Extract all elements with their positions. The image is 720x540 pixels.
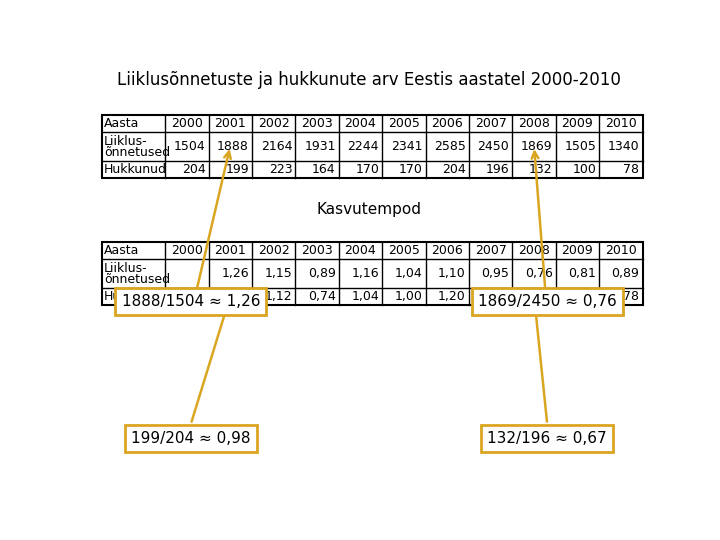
Bar [513, 288, 556, 305]
Text: 132/196 ≈ 0,67: 132/196 ≈ 0,67 [487, 431, 607, 445]
Text: 1869: 1869 [521, 140, 553, 153]
Text: 0,81: 0,81 [568, 267, 596, 280]
Text: 2341: 2341 [391, 140, 423, 153]
Text: 2003: 2003 [301, 244, 333, 257]
Text: 0,74: 0,74 [308, 289, 336, 302]
Text: 1,16: 1,16 [351, 267, 379, 280]
Text: 1888: 1888 [217, 140, 249, 153]
Text: 2007: 2007 [474, 244, 507, 257]
Bar [165, 132, 209, 160]
Bar [513, 259, 556, 288]
Text: Hukkunud: Hukkunud [104, 163, 167, 176]
Text: 199/204 ≈ 0,98: 199/204 ≈ 0,98 [131, 431, 251, 445]
Bar [209, 160, 252, 178]
Text: 1931: 1931 [304, 140, 336, 153]
Text: 0,76: 0,76 [568, 289, 596, 302]
Text: 0,89: 0,89 [611, 267, 639, 280]
Text: 2001: 2001 [215, 117, 246, 130]
Text: 2000: 2000 [171, 117, 203, 130]
Bar [102, 242, 642, 305]
Text: Liiklus-: Liiklus- [104, 134, 148, 147]
Text: 132: 132 [529, 163, 553, 176]
Text: 196: 196 [486, 163, 509, 176]
Text: 2001: 2001 [215, 244, 246, 257]
Text: 0,96: 0,96 [482, 289, 509, 302]
Text: 2005: 2005 [388, 117, 420, 130]
Text: 1,04: 1,04 [351, 289, 379, 302]
Text: õnnetused: õnnetused [104, 146, 170, 159]
Text: 1,04: 1,04 [395, 267, 423, 280]
Text: 1,20: 1,20 [438, 289, 466, 302]
Text: 2585: 2585 [434, 140, 466, 153]
Text: 0,78: 0,78 [611, 289, 639, 302]
Text: 2000: 2000 [171, 244, 203, 257]
Text: 170: 170 [399, 163, 423, 176]
Text: 204: 204 [442, 163, 466, 176]
Text: 2009: 2009 [562, 244, 593, 257]
Text: 2009: 2009 [562, 117, 593, 130]
Text: 2010: 2010 [605, 244, 636, 257]
Text: 199: 199 [225, 163, 249, 176]
Text: Liiklus-: Liiklus- [104, 261, 148, 274]
Text: 2005: 2005 [388, 244, 420, 257]
Text: 1,12: 1,12 [265, 289, 292, 302]
Text: 2010: 2010 [605, 117, 636, 130]
Text: Aasta: Aasta [104, 117, 140, 130]
Text: 2003: 2003 [301, 117, 333, 130]
Text: 2004: 2004 [345, 117, 377, 130]
Text: Aasta: Aasta [104, 244, 140, 257]
Text: 2006: 2006 [431, 244, 463, 257]
Text: 1,26: 1,26 [221, 267, 249, 280]
Bar [469, 132, 513, 160]
Bar [469, 160, 513, 178]
Text: 2007: 2007 [474, 117, 507, 130]
Text: õnnetused: õnnetused [104, 273, 170, 286]
Text: 0,67: 0,67 [525, 289, 553, 302]
Text: 1,15: 1,15 [264, 267, 292, 280]
Text: 170: 170 [355, 163, 379, 176]
Text: 2008: 2008 [518, 117, 550, 130]
Bar [209, 132, 252, 160]
Text: 2244: 2244 [348, 140, 379, 153]
Bar [513, 132, 556, 160]
Text: 2008: 2008 [518, 244, 550, 257]
Bar [102, 115, 642, 178]
Text: Hukkunud: Hukkunud [104, 289, 167, 302]
Text: 1869/2450 ≈ 0,76: 1869/2450 ≈ 0,76 [478, 294, 616, 309]
Text: 2164: 2164 [261, 140, 292, 153]
Text: 100: 100 [572, 163, 596, 176]
Text: 223: 223 [269, 163, 292, 176]
Text: 0,95: 0,95 [482, 267, 509, 280]
Text: 2006: 2006 [431, 117, 463, 130]
Text: 1888/1504 ≈ 1,26: 1888/1504 ≈ 1,26 [122, 294, 260, 309]
Bar [513, 160, 556, 178]
Text: Kasvutempod: Kasvutempod [317, 202, 421, 217]
Text: 1340: 1340 [608, 140, 639, 153]
Bar [209, 259, 252, 288]
Text: 78: 78 [624, 163, 639, 176]
Text: 1,00: 1,00 [395, 289, 423, 302]
Text: 164: 164 [312, 163, 336, 176]
Text: 204: 204 [181, 163, 205, 176]
Text: 1504: 1504 [174, 140, 205, 153]
Text: 0,89: 0,89 [308, 267, 336, 280]
Bar [165, 160, 209, 178]
Text: Liiklusõnnetuste ja hukkunute arv Eestis aastatel 2000-2010: Liiklusõnnetuste ja hukkunute arv Eestis… [117, 71, 621, 89]
Text: 1,10: 1,10 [438, 267, 466, 280]
Text: 2004: 2004 [345, 244, 377, 257]
Text: 2450: 2450 [477, 140, 509, 153]
Text: 0,98: 0,98 [221, 289, 249, 302]
Text: 2002: 2002 [258, 117, 289, 130]
Text: 1505: 1505 [564, 140, 596, 153]
Text: 0,76: 0,76 [525, 267, 553, 280]
Text: 2002: 2002 [258, 244, 289, 257]
Bar [209, 288, 252, 305]
